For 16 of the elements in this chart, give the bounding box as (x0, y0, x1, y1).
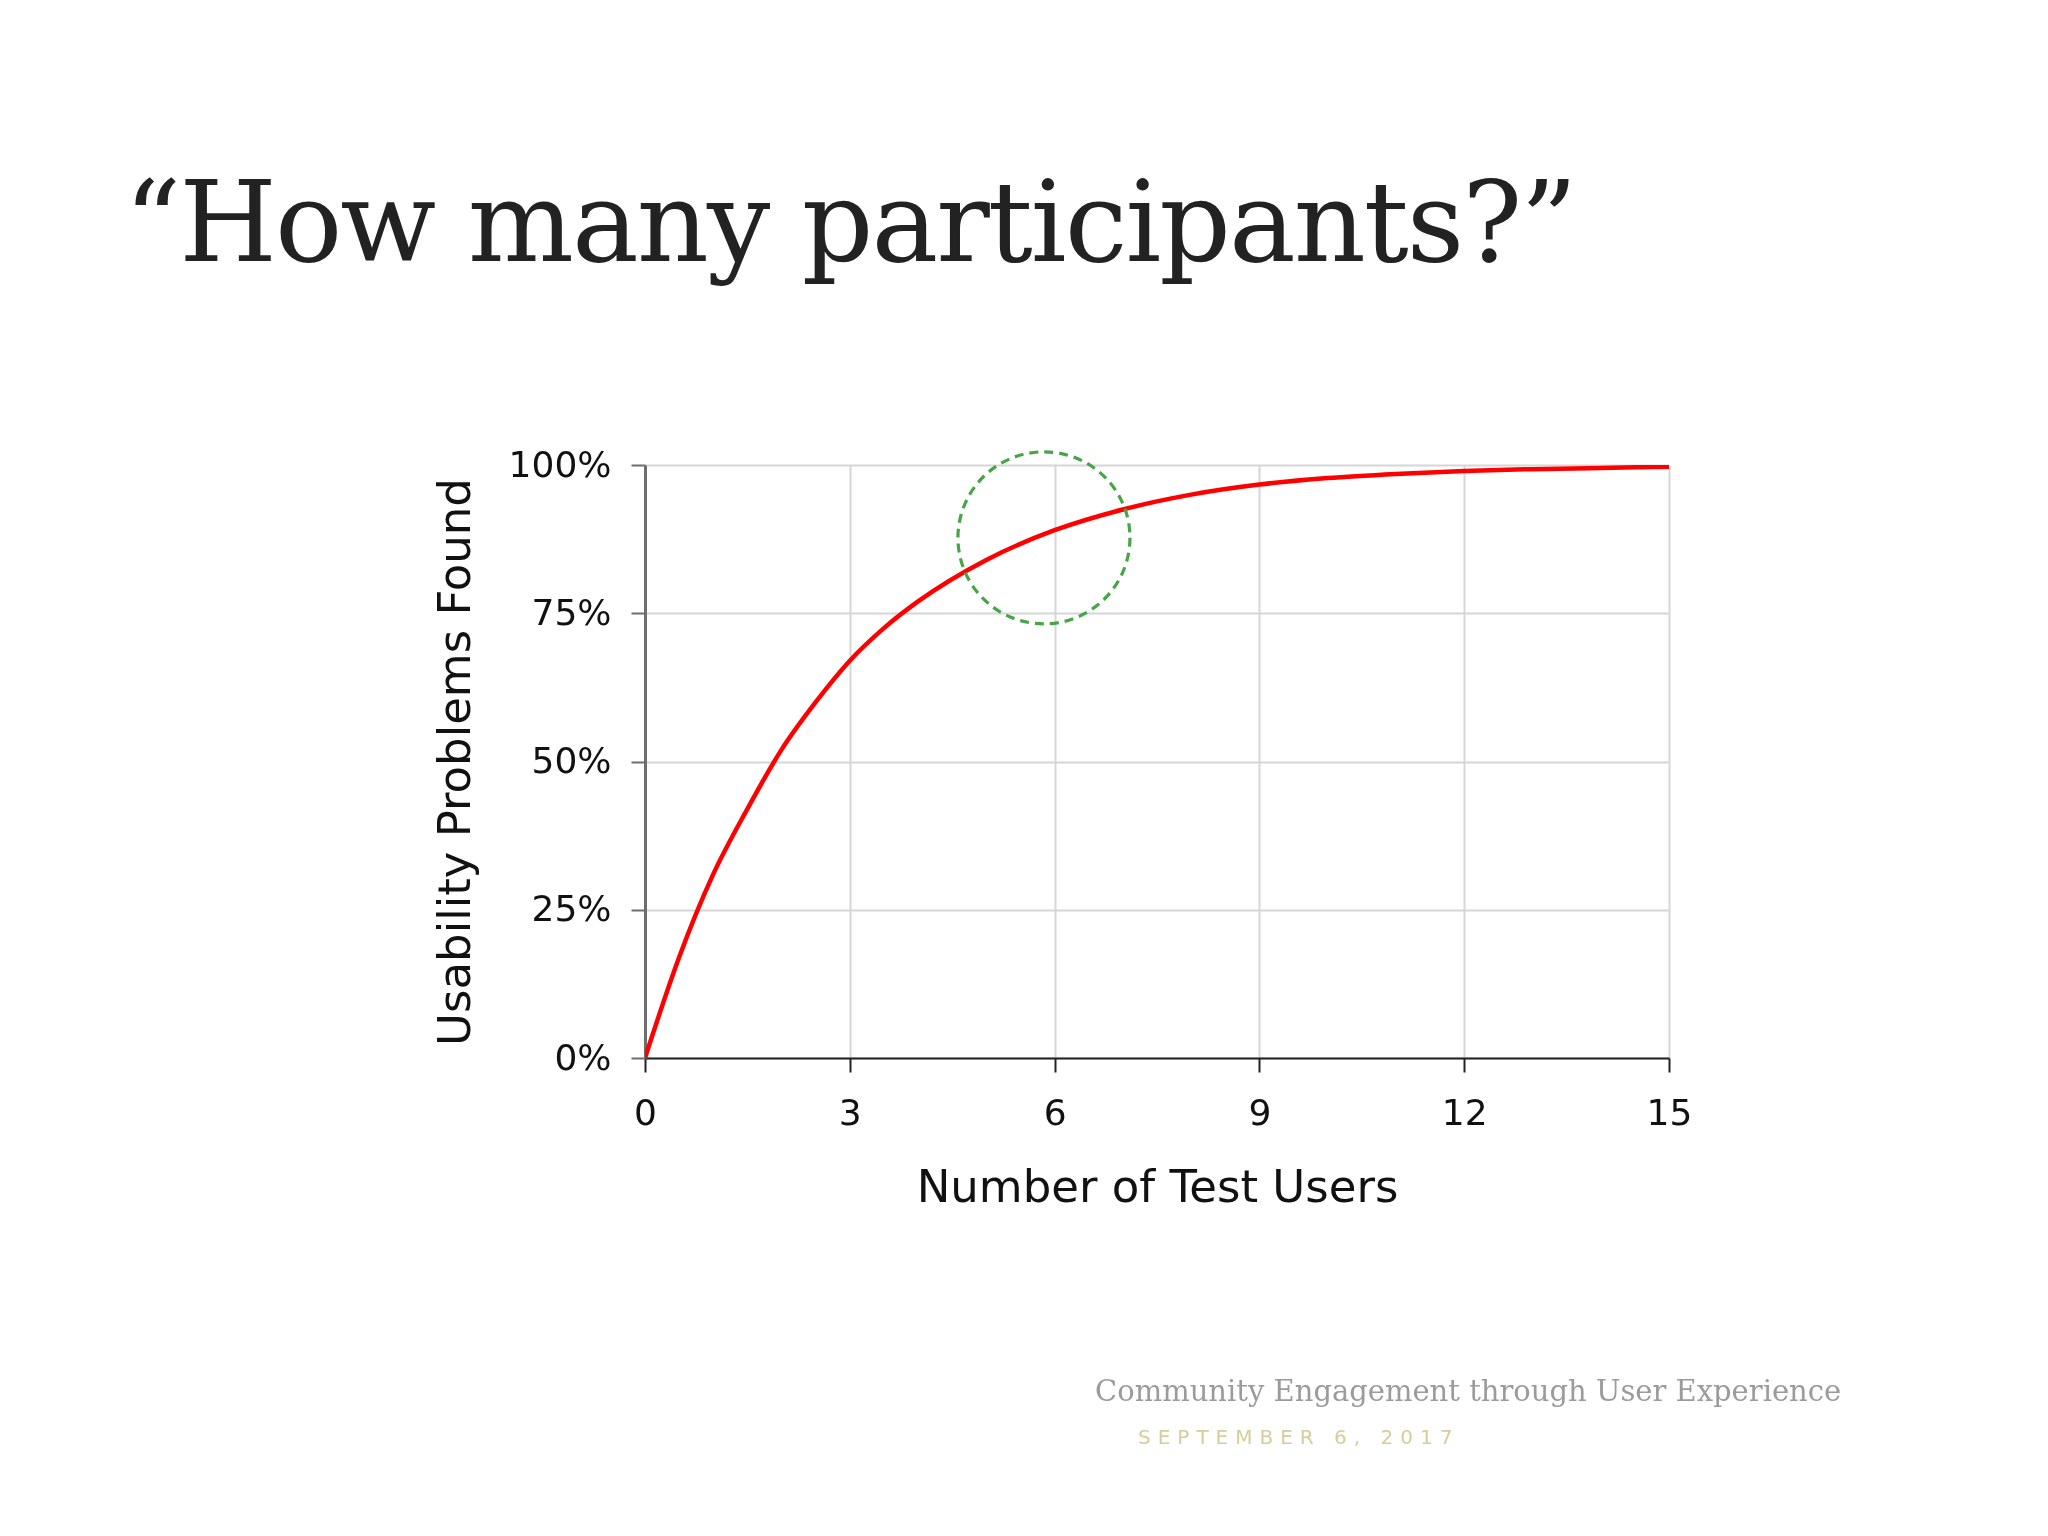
y-axis-title: Usability Problems Found (427, 478, 481, 1046)
x-tick-label: 12 (1441, 1091, 1488, 1133)
y-tick-label: 100% (508, 443, 612, 485)
y-tick-label: 50% (531, 740, 612, 781)
x-tick-label: 15 (1646, 1091, 1693, 1133)
x-tick-label: 0 (634, 1091, 657, 1133)
x-tick-label: 6 (1043, 1091, 1067, 1133)
y-tick-label: 75% (531, 591, 612, 633)
x-tick-label: 3 (838, 1091, 862, 1133)
x-tick-label: 9 (1248, 1091, 1272, 1133)
text: SEPTEMBER 6, 2017 (1138, 1425, 1460, 1449)
y-tick-label: 0% (554, 1036, 612, 1078)
x-axis-title: Number of Test Users (916, 1159, 1399, 1213)
text: Community Engagement through User Experience (1095, 1374, 1842, 1408)
chart-title: “How many participants?” (124, 157, 1576, 287)
y-tick-label: 25% (531, 888, 612, 930)
